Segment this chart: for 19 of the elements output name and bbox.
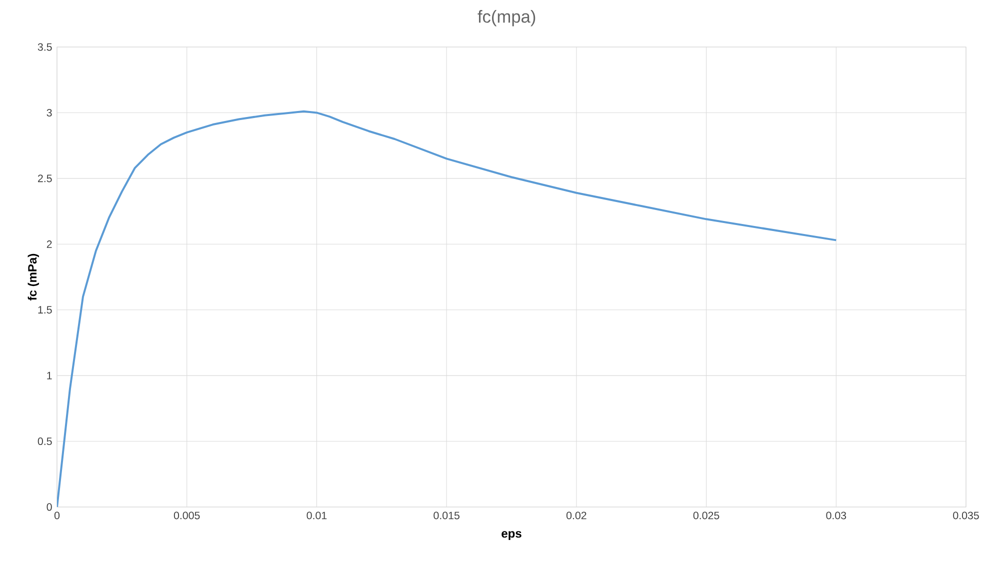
x-tick-label: 0.02 [566,512,586,520]
x-tick-label: 0.035 [953,512,979,520]
y-tick-label: 1 [47,372,52,380]
y-axis-title: fc (mPa) [28,254,39,300]
x-tick-label: 0 [54,512,60,520]
y-tick-label: 2 [46,240,52,248]
y-tick-label: 3 [46,108,52,116]
x-tick-label: 0.01 [306,512,327,520]
x-tick-label: 0.03 [826,512,846,520]
y-tick-label: 0 [46,503,52,511]
y-tick-label: 3.5 [38,43,52,51]
x-tick-label: 0.015 [434,512,460,520]
y-tick-label: 2.5 [38,174,52,182]
x-tick-label: 0.005 [174,512,200,520]
x-axis-title: eps [502,531,522,540]
chart-title: fc(mpa) [478,10,536,26]
x-tick-label: 0.025 [693,512,720,520]
y-tick-label: 1.5 [38,306,52,314]
y-tick-label: 0.5 [38,438,52,446]
